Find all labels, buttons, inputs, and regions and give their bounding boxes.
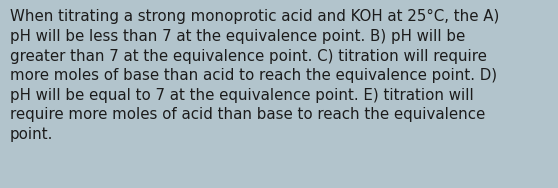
Text: When titrating a strong monoprotic acid and KOH at 25°C, the A)
pH will be less : When titrating a strong monoprotic acid … xyxy=(10,9,499,142)
